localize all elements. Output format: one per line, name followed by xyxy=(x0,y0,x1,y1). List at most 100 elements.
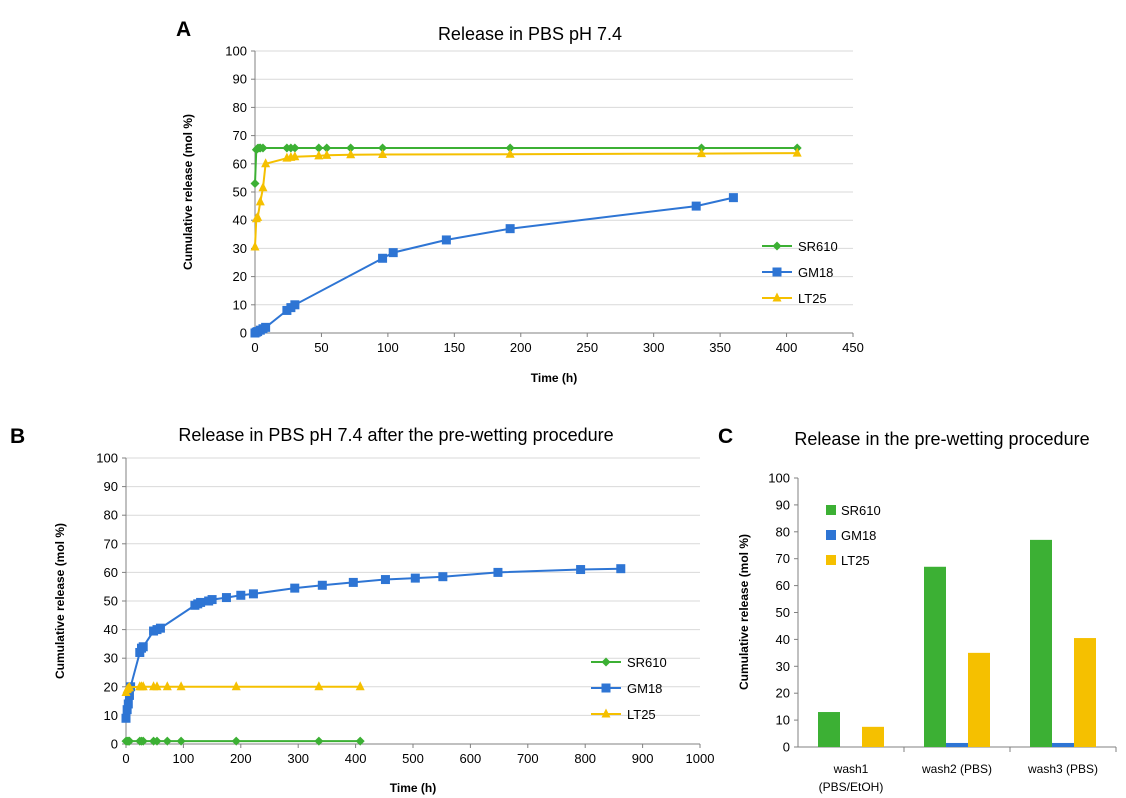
y-tick-label: 30 xyxy=(104,651,118,666)
data-point xyxy=(250,179,260,189)
data-point xyxy=(207,595,217,605)
data-point xyxy=(176,681,186,691)
data-point xyxy=(258,182,268,192)
data-point xyxy=(505,224,515,234)
x-tick-label: 100 xyxy=(377,340,399,355)
y-tick-label: 70 xyxy=(104,536,118,551)
x-tick-label: 200 xyxy=(510,340,532,355)
data-point xyxy=(792,147,802,157)
bar xyxy=(1030,539,1052,747)
x-tick-label: 300 xyxy=(287,751,309,766)
x-tick-label: 900 xyxy=(632,751,654,766)
y-tick-label: 0 xyxy=(783,740,790,755)
x-axis-label: Time (h) xyxy=(531,371,577,385)
legend-label: GM18 xyxy=(798,265,833,280)
legend-swatch-marker xyxy=(772,241,782,251)
series-gm18 xyxy=(121,564,626,723)
data-point xyxy=(290,300,300,310)
data-point xyxy=(348,577,358,587)
legend-entry: SR610 xyxy=(591,655,667,670)
x-tick-label: 300 xyxy=(643,340,665,355)
data-point xyxy=(322,149,332,159)
legend-entry: LT25 xyxy=(826,553,870,568)
series-gm18 xyxy=(946,742,1074,747)
y-axis-label: Cumulative release (mol %) xyxy=(737,534,751,690)
legend-swatch xyxy=(826,555,836,565)
series-line xyxy=(254,152,798,248)
chart-title: Release in the pre-wetting procedure xyxy=(794,429,1089,449)
data-point xyxy=(176,736,186,746)
legend-label: GM18 xyxy=(627,681,662,696)
y-tick-label: 20 xyxy=(776,686,790,701)
legend-label: SR610 xyxy=(841,503,881,518)
chart-title: Release in PBS pH 7.4 xyxy=(438,24,622,44)
series-lt25 xyxy=(121,681,365,697)
data-point xyxy=(441,235,451,245)
y-tick-label: 80 xyxy=(776,524,790,539)
data-point xyxy=(155,623,165,633)
data-point xyxy=(138,681,148,691)
y-tick-label: 50 xyxy=(233,185,247,200)
series-lt25 xyxy=(862,638,1096,747)
legend-label: LT25 xyxy=(798,291,827,306)
y-axis-label: Cumulative release (mol %) xyxy=(53,523,67,679)
data-point xyxy=(248,589,258,599)
panel-label: B xyxy=(10,425,25,448)
data-point xyxy=(250,241,260,251)
data-point xyxy=(576,565,586,575)
x-tick-label: 600 xyxy=(460,751,482,766)
data-point xyxy=(314,150,324,160)
data-point xyxy=(314,736,324,746)
legend-entry: GM18 xyxy=(762,265,833,280)
y-tick-label: 100 xyxy=(96,451,118,466)
legend-swatch-marker xyxy=(601,657,611,667)
bar xyxy=(946,742,968,747)
legend-entry: LT25 xyxy=(591,707,656,722)
x-tick-label: 350 xyxy=(709,340,731,355)
chart-title: Release in PBS pH 7.4 after the pre-wett… xyxy=(178,425,613,445)
x-tick-label: 250 xyxy=(576,340,598,355)
legend-entry: GM18 xyxy=(591,681,662,696)
data-point xyxy=(290,151,300,161)
data-point xyxy=(221,593,231,603)
data-point xyxy=(378,253,388,263)
data-point xyxy=(378,143,388,153)
panel-label: A xyxy=(176,18,191,41)
x-tick-label: 0 xyxy=(251,340,258,355)
legend-entry: GM18 xyxy=(826,528,876,543)
category-label: wash3 (PBS) xyxy=(1027,762,1098,776)
data-point xyxy=(162,681,172,691)
series-sr610 xyxy=(250,143,802,189)
y-tick-label: 40 xyxy=(104,622,118,637)
panel-label: C xyxy=(718,425,733,448)
data-point xyxy=(122,705,132,715)
legend-swatch-marker xyxy=(601,708,611,718)
series-line xyxy=(125,567,621,719)
x-tick-label: 150 xyxy=(443,340,465,355)
data-point xyxy=(236,590,246,600)
bar xyxy=(924,566,946,747)
data-point xyxy=(322,143,332,153)
bar xyxy=(818,712,840,747)
y-tick-label: 60 xyxy=(776,578,790,593)
data-point xyxy=(438,572,448,582)
legend-swatch-marker xyxy=(601,683,611,693)
chart-panel-b: B Release in PBS pH 7.4 after the pre-wet… xyxy=(10,425,714,795)
bar xyxy=(862,726,884,747)
data-point xyxy=(123,699,133,709)
data-point xyxy=(505,148,515,158)
data-point xyxy=(493,567,503,577)
series-lt25 xyxy=(250,147,802,251)
x-tick-label: 450 xyxy=(842,340,864,355)
legend-entry: SR610 xyxy=(762,239,838,254)
y-tick-label: 10 xyxy=(233,297,247,312)
x-tick-label: 400 xyxy=(345,751,367,766)
bar xyxy=(1074,638,1096,747)
series-line xyxy=(254,196,734,334)
data-point xyxy=(124,681,134,691)
data-point xyxy=(124,736,134,746)
data-point xyxy=(355,681,365,691)
series-sr610 xyxy=(121,736,365,746)
data-point xyxy=(697,143,707,153)
chart-panel-c: C Release in the pre-wetting procedure 0 10… xyxy=(718,425,1117,794)
